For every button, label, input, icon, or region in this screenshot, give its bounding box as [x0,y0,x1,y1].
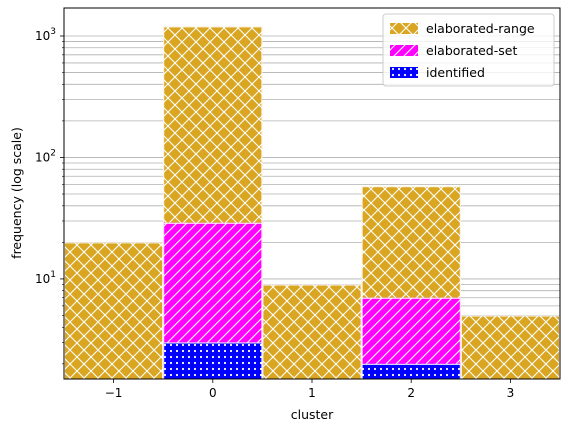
y-tick-label: 101 [35,270,56,286]
legend-item-elaborated-set: elaborated-set [390,43,517,58]
legend-label: elaborated-range [426,21,535,36]
y-axis-label: frequency (log scale) [9,127,24,259]
bar-identified-2 [361,363,461,379]
x-tick-label: 1 [308,386,316,400]
x-tick-label: 0 [209,386,217,400]
legend: elaborated-range elaborated-set identified [382,13,555,87]
y-tick-label: 103 [35,27,56,43]
x-tick-label: 3 [507,386,515,400]
bar-elaborated-range--1 [64,242,164,379]
legend-label: elaborated-set [426,43,517,58]
x-axis: −1 0 1 2 3 [105,379,514,400]
x-tick-label: −1 [105,386,123,400]
x-tick-label: 2 [407,386,415,400]
legend-label: identified [426,65,485,80]
bar-identified-0 [163,342,263,379]
y-axis: 101 102 103 [35,27,64,365]
bar-elaborated-range-3 [460,315,560,379]
bars [64,26,560,379]
legend-item-elaborated-range: elaborated-range [390,21,535,36]
series-identified [163,342,461,379]
legend-item-identified: identified [390,65,485,80]
x-axis-label: cluster [291,407,334,422]
bar-elaborated-range-1 [262,284,362,379]
y-tick-label: 102 [35,148,56,164]
legend-box [382,13,555,87]
